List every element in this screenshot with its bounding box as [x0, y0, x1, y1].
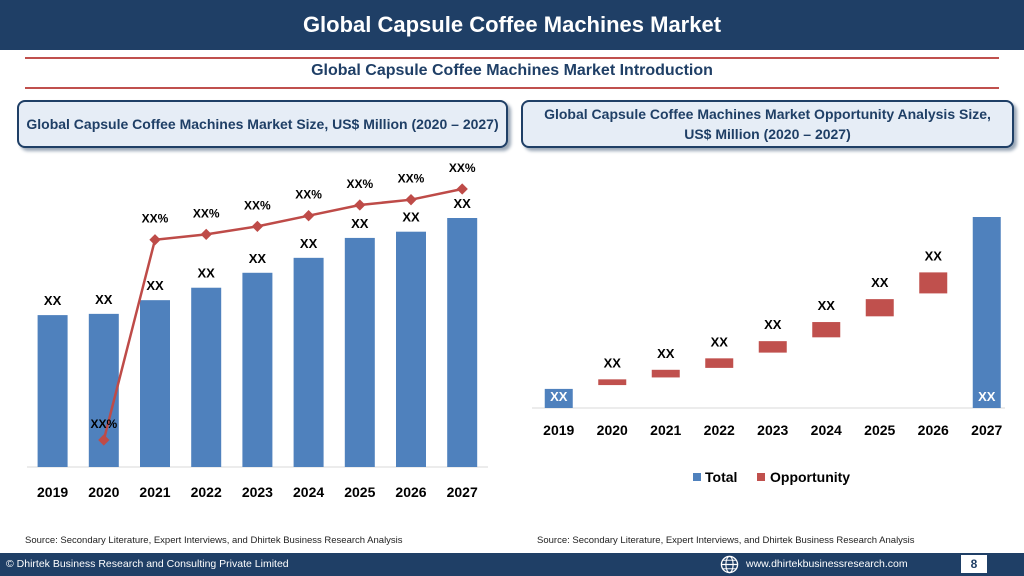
right-chart-heading-text: Global Capsule Coffee Machines Market Op… — [544, 106, 991, 142]
opportunity-bar-2026 — [919, 272, 948, 294]
market-size-chart: XX 2019 XX 2020 XX 2021 XX 2022 XX 2023 XX 2024 XX 20… — [27, 161, 488, 500]
section-subtitle: Global Capsule Coffee Machines Market In… — [311, 62, 713, 79]
right-chart-heading: Global Capsule Coffee Machines Market Op… — [521, 100, 1014, 148]
x-tick-label-2020: 2020 — [597, 422, 628, 438]
x-tick-label-2025: 2025 — [344, 484, 375, 500]
subtitle-divider — [25, 87, 999, 89]
bar-2026 — [396, 231, 426, 467]
opportunity-bar-2020 — [598, 379, 627, 386]
bar-2023 — [242, 272, 273, 467]
growth-point-2025 — [354, 199, 366, 211]
title-bar: Global Capsule Coffee Machines Market — [0, 0, 1024, 50]
x-tick-label-2021: 2021 — [650, 422, 681, 438]
page-number: 8 — [961, 555, 987, 573]
total-bar-2027 — [972, 217, 1001, 408]
x-tick-label-2023: 2023 — [242, 484, 273, 500]
legend-swatch-opportunity — [757, 473, 765, 481]
bar-value-label-2027: XX — [454, 196, 472, 211]
opportunity-value-label-2026: XX — [925, 248, 943, 263]
opportunity-value-label-2022: XX — [711, 334, 729, 349]
growth-point-2026 — [405, 194, 417, 206]
bar-value-label-2023: XX — [249, 251, 267, 266]
footer-copyright: © Dhirtek Business Research and Consulti… — [6, 558, 289, 570]
bar-2021 — [140, 300, 170, 467]
bar-2022 — [191, 287, 222, 467]
x-tick-label-2027: 2027 — [447, 484, 478, 500]
growth-point-2024 — [302, 210, 315, 222]
x-tick-label-2026: 2026 — [918, 422, 949, 438]
opportunity-chart: XX 2019 XX 2020 XX 2021 XX 2022 XX 2023 XX 2024 XX 20… — [532, 217, 1005, 485]
bar-2025 — [344, 237, 375, 467]
total-value-label-2027: XX — [978, 389, 996, 404]
left-chart-heading-text: Global Capsule Coffee Machines Market Si… — [26, 116, 499, 132]
opportunity-value-label-2020: XX — [604, 355, 622, 370]
growth-label-2025: XX% — [346, 177, 373, 191]
x-tick-label-2019: 2019 — [37, 484, 68, 500]
opportunity-bar-2024 — [812, 322, 841, 338]
x-tick-label-2022: 2022 — [704, 422, 735, 438]
opportunity-value-label-2023: XX — [764, 317, 782, 332]
bar-2019 — [37, 315, 68, 467]
growth-point-2021 — [149, 234, 161, 246]
opportunity-bar-2023 — [758, 341, 787, 353]
growth-point-2027 — [456, 183, 468, 195]
legend-label-total: Total — [705, 469, 737, 485]
opportunity-value-label-2024: XX — [818, 298, 836, 313]
x-tick-label-2024: 2024 — [811, 422, 842, 438]
growth-label-2024: XX% — [295, 188, 322, 202]
page-title: Global Capsule Coffee Machines Market — [302, 12, 722, 37]
growth-label-2021: XX% — [142, 212, 169, 226]
opportunity-value-label-2021: XX — [657, 346, 675, 361]
x-tick-label-2022: 2022 — [191, 484, 222, 500]
x-tick-label-2026: 2026 — [395, 484, 426, 500]
opportunity-bar-2025 — [865, 299, 894, 317]
x-tick-label-2020: 2020 — [88, 484, 119, 500]
x-tick-label-2023: 2023 — [757, 422, 788, 438]
growth-label-2022: XX% — [193, 206, 220, 220]
legend-label-opportunity: Opportunity — [770, 469, 850, 485]
bar-value-label-2022: XX — [198, 266, 216, 281]
x-tick-label-2021: 2021 — [139, 484, 170, 500]
growth-label-2026: XX% — [398, 172, 425, 186]
left-source-note: Source: Secondary Literature, Expert Int… — [25, 535, 403, 546]
growth-point-2022 — [200, 228, 212, 241]
opportunity-bar-2021 — [651, 369, 680, 378]
growth-line — [102, 187, 463, 441]
footer-website-link[interactable]: www.dhirtekbusinessresearch.com — [746, 558, 908, 570]
right-source-note: Source: Secondary Literature, Expert Int… — [537, 535, 915, 546]
x-tick-label-2025: 2025 — [864, 422, 895, 438]
bar-value-label-2021: XX — [146, 278, 164, 293]
bar-value-label-2025: XX — [351, 216, 369, 231]
x-tick-label-2027: 2027 — [971, 422, 1002, 438]
top-divider — [25, 57, 999, 59]
bar-value-label-2024: XX — [300, 236, 318, 251]
growth-label-2027: XX% — [449, 161, 476, 175]
total-value-label-2019: XX — [550, 389, 568, 404]
legend-swatch-total — [693, 473, 701, 481]
bar-value-label-2026: XX — [402, 210, 420, 225]
x-tick-label-2019: 2019 — [543, 422, 574, 438]
growth-label-2020: XX% — [90, 417, 117, 431]
globe-icon — [720, 555, 739, 574]
opportunity-bar-2022 — [705, 358, 734, 368]
bar-2027 — [447, 218, 478, 467]
opportunity-value-label-2025: XX — [871, 275, 889, 290]
footer-bar: © Dhirtek Business Research and Consulti… — [0, 553, 1024, 576]
bar-2024 — [293, 257, 324, 467]
bar-value-label-2020: XX — [95, 292, 113, 307]
left-chart-heading: Global Capsule Coffee Machines Market Si… — [17, 100, 508, 148]
growth-label-2023: XX% — [244, 198, 271, 212]
x-tick-label-2024: 2024 — [293, 484, 324, 500]
growth-point-2023 — [251, 220, 264, 233]
total-bar-2019 — [544, 388, 573, 408]
bar-value-label-2019: XX — [44, 293, 62, 308]
